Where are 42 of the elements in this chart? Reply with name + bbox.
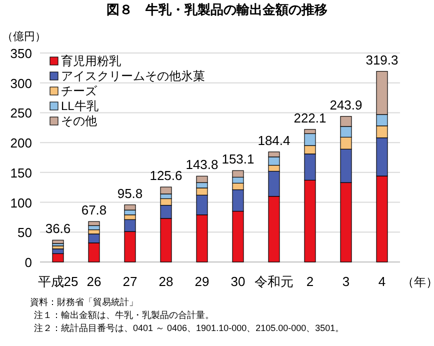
x-tick-label: 4 [378, 274, 386, 289]
y-tick-label: 300 [10, 76, 32, 91]
x-axis-title: （年） [402, 275, 434, 289]
y-tick-label: 100 [10, 195, 32, 210]
text: 注１：輸出金額は、牛乳・乳製品の合計量。 [34, 310, 214, 320]
total-label: 125.6 [150, 168, 182, 183]
x-tick-label: 29 [194, 274, 210, 289]
y-tick-label: 200 [10, 136, 32, 151]
chart-title: 図８ 牛乳・乳製品の輸出金額の推移 [106, 2, 328, 17]
x-tick-label: 30 [230, 274, 246, 289]
bar [88, 221, 100, 226]
legend-label: 育児用粉乳 [61, 54, 121, 68]
bar [52, 253, 64, 262]
x-tick-label: 28 [158, 274, 174, 289]
total-label: 222.1 [294, 110, 326, 126]
y-tick-label: 0 [24, 255, 32, 270]
legend-label: アイスクリームその他氷菓 [61, 69, 205, 83]
text: 資料：財務省「貿易統計」 [30, 297, 138, 307]
x-tick-label: 2 [306, 274, 314, 289]
total-label: 95.8 [117, 186, 143, 201]
legend-label: チーズ [61, 84, 98, 98]
y-tick-label: 50 [18, 225, 32, 240]
x-tick-label: 令和元 [254, 274, 294, 289]
total-label: 243.9 [330, 97, 362, 112]
legend-label: LL牛乳 [61, 99, 98, 113]
text: 注２：統計品目番号は、0401 ～ 0406、1901.10-000、2105.00-000、3501。 [34, 323, 344, 333]
x-tick-label: 3 [342, 274, 350, 289]
x-tick-label: 27 [122, 274, 138, 289]
total-label: 319.3 [366, 52, 398, 68]
total-label: 184.4 [258, 132, 290, 148]
x-tick-label: 平成25 [38, 274, 78, 289]
y-axis-title: （億円） [2, 30, 46, 43]
y-tick-label: 150 [10, 165, 32, 180]
total-label: 36.6 [45, 221, 71, 236]
total-label: 153.1 [222, 152, 254, 167]
legend-label: その他 [61, 114, 97, 128]
x-tick-label: 26 [86, 274, 102, 289]
y-tick-label: 250 [10, 106, 32, 121]
bar [52, 240, 64, 244]
total-label: 143.8 [186, 157, 218, 172]
total-label: 67.8 [81, 202, 107, 218]
y-tick-label: 350 [10, 46, 32, 61]
